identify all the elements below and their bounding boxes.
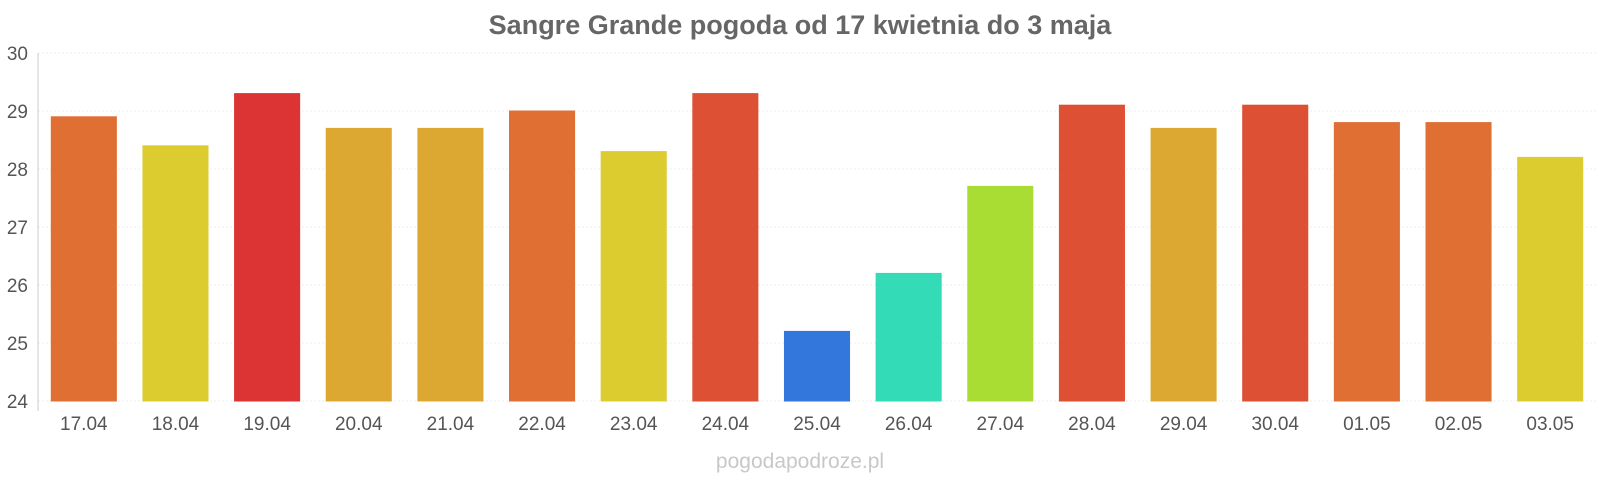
x-tick-label: 21.04: [427, 414, 475, 435]
bars: [50, 93, 1584, 402]
bar-02.05: [1425, 122, 1492, 402]
y-tick-label: 30: [7, 44, 28, 65]
bar-30.04: [1242, 104, 1309, 402]
bar-20.04: [325, 127, 392, 402]
y-tick-label: 25: [7, 334, 28, 355]
x-tick-label: 23.04: [610, 414, 658, 435]
x-tick-label: 25.04: [793, 414, 841, 435]
y-tick-labels: 24 25 26 27 28 29 30: [7, 44, 29, 413]
bar-28.04: [1058, 104, 1125, 402]
x-tick-label: 24.04: [702, 414, 750, 435]
y-tick-label: 29: [7, 102, 28, 123]
x-tick-label: 30.04: [1251, 414, 1299, 435]
x-tick-label: 03.05: [1526, 414, 1574, 435]
bar-25.04: [783, 330, 851, 402]
watermark: pogodapodroze.pl: [715, 450, 885, 473]
x-tick-label: 22.04: [518, 414, 566, 435]
x-tick-label: 26.04: [885, 414, 933, 435]
x-tick-label: 27.04: [977, 414, 1025, 435]
x-tick-label: 19.04: [243, 414, 291, 435]
bar-18.04: [142, 145, 209, 402]
bar-17.04: [50, 116, 117, 402]
y-tick-label: 28: [7, 160, 28, 181]
bar-23.04: [600, 151, 667, 402]
chart-title: Sangre Grande pogoda od 17 kwietnia do 3…: [488, 10, 1112, 40]
x-tick-label: 20.04: [335, 414, 383, 435]
bar-27.04: [967, 185, 1034, 402]
x-tick-label: 17.04: [60, 414, 108, 435]
x-tick-label: 29.04: [1160, 414, 1208, 435]
x-tick-label: 01.05: [1343, 414, 1391, 435]
y-tick-label: 27: [7, 218, 28, 239]
bar-19.04: [234, 93, 301, 402]
x-tick-label: 18.04: [152, 414, 200, 435]
bar-26.04: [875, 272, 942, 402]
x-tick-label: 02.05: [1435, 414, 1483, 435]
y-tick-label: 26: [7, 276, 28, 297]
bar-29.04: [1150, 127, 1217, 402]
x-tick-label: 28.04: [1068, 414, 1116, 435]
bar-01.05: [1333, 122, 1400, 402]
bar-24.04: [692, 93, 759, 402]
y-tick-label: 24: [7, 392, 29, 413]
x-tick-labels: 17.04 18.04 19.04 20.04 21.04 22.04 23.04 24.04…: [60, 414, 1574, 435]
bar-21.04: [417, 127, 484, 402]
bar-03.05: [1517, 156, 1584, 402]
bar-22.04: [509, 110, 576, 402]
